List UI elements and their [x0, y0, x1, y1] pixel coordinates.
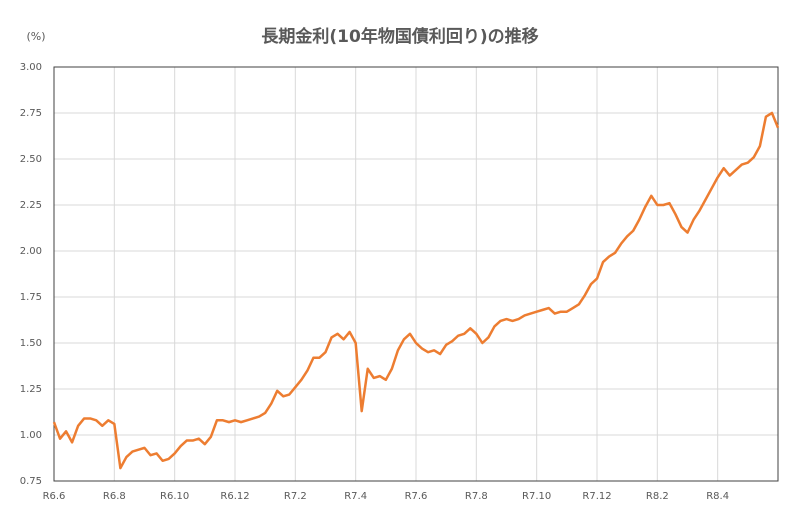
x-tick-label: R8.4	[706, 491, 729, 502]
y-tick-label: 1.50	[20, 338, 42, 349]
y-tick-label: 0.75	[20, 476, 42, 487]
line-series	[52, 111, 780, 470]
x-tick-label: R6.6	[43, 491, 66, 502]
y-tick-label: 2.75	[20, 108, 42, 119]
y-tick-label: 1.25	[20, 384, 42, 395]
x-tick-label: R7.2	[284, 491, 307, 502]
y-tick-label: 2.25	[20, 200, 42, 211]
x-tick-label: R6.12	[220, 491, 249, 502]
x-tick-label: R7.12	[582, 491, 611, 502]
plot-border	[53, 66, 779, 482]
y-tick-label: 3.00	[20, 62, 42, 73]
x-tick-label: R8.2	[646, 491, 669, 502]
x-tick-label: R7.6	[405, 491, 428, 502]
x-tick-label: R7.10	[522, 491, 551, 502]
x-tick-label: R6.8	[103, 491, 126, 502]
x-tick-label: R7.8	[465, 491, 488, 502]
chart-title: 長期金利(10年物国債利回り)の推移	[261, 26, 538, 47]
y-tick-label: 2.00	[20, 246, 42, 257]
y-tick-label: 1.75	[20, 292, 42, 303]
x-tick-label: R6.10	[160, 491, 189, 502]
x-tick-label: R7.4	[344, 491, 367, 502]
y-tick-label: 1.00	[20, 430, 42, 441]
y-unit: (%)	[26, 30, 45, 43]
y-tick-label: 2.50	[20, 154, 42, 165]
